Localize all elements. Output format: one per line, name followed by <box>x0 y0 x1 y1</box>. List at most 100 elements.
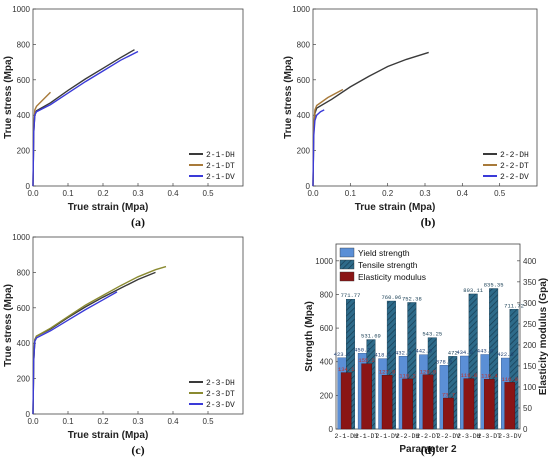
legend-entry: 2-2-DV <box>500 173 529 182</box>
y-tick-label: 400 <box>17 339 31 348</box>
data-label-modulus: 119.8 <box>461 372 478 379</box>
y-tick-label: 1000 <box>12 233 30 242</box>
x-tick-label: 0.4 <box>167 417 179 426</box>
legend-entry: 2-3-DV <box>206 401 235 410</box>
legend-entry: 2-3-DT <box>206 390 235 399</box>
y-tick-label: 800 <box>17 40 31 49</box>
x-tick-label: 0.0 <box>27 189 39 198</box>
series-line-2-2-DT <box>312 88 344 187</box>
y-axis-title: True stress (Mpa) <box>283 56 294 139</box>
y-tick-label: 200 <box>297 147 311 156</box>
bar-modulus-2-3-DV <box>504 382 516 430</box>
y-tick-label: 200 <box>17 147 31 156</box>
x-tick-label: 0.5 <box>494 189 506 198</box>
panel-label: (c) <box>131 443 144 457</box>
data-label-tensile: 835.35 <box>484 282 504 289</box>
y2-tick-label: 0 <box>523 425 528 434</box>
data-label-yield: 423.5 <box>334 351 351 358</box>
data-label-modulus: 155.2 <box>358 357 375 364</box>
bar-modulus-2-3-DT <box>484 379 495 430</box>
y-tick-label: 1000 <box>292 5 310 14</box>
data-label-tensile: 803.11 <box>463 287 484 294</box>
legend-entry: 2-2-DH <box>500 151 529 160</box>
legend: Yield strength Tensile strength Elasticity… <box>339 247 426 282</box>
x-tick-label: 0.0 <box>27 417 39 426</box>
series-line-2-2-DV <box>312 109 325 187</box>
panel-a: 0 200 400 600 800 1000 0.0 0.1 0.2 0.3 0.4 0.5 True … <box>3 5 244 229</box>
data-label-modulus: 129.0 <box>420 368 437 375</box>
x-tick-label: 0.2 <box>97 189 109 198</box>
bar-modulus-2-1-DV <box>381 375 393 430</box>
legend-entry: 2-2-DT <box>500 162 529 171</box>
panel-label: (d) <box>421 443 436 457</box>
legend-entry: Tensile strength <box>358 260 418 270</box>
data-label-tensile: 472 <box>448 349 458 356</box>
y-tick-label: 400 <box>17 111 31 120</box>
x-tick-label: 2-2-DH <box>396 433 420 440</box>
data-label-yield: 378.6 <box>436 358 453 365</box>
y2-tick-label: 150 <box>523 362 537 371</box>
y-tick-label: 800 <box>17 268 31 277</box>
data-label-yield: 434.0 <box>456 349 473 356</box>
x-tick-label: 2-1-DH <box>335 433 359 440</box>
x-tick-label: 2-1-DT <box>355 433 379 440</box>
data-label-tensile: 760.96 <box>381 294 401 301</box>
y-axis-title: True stress (Mpa) <box>3 284 14 367</box>
data-label-modulus: 119.2 <box>399 372 416 379</box>
x-axis-title: True strain (Mpa) <box>68 430 149 441</box>
y2-tick-label: 300 <box>523 299 537 308</box>
legend: 2-3-DH 2-3-DT 2-3-DV <box>189 379 235 410</box>
panel-label: (b) <box>421 215 436 229</box>
x-tick-label: 2-3-DH <box>457 433 481 440</box>
x-tick-label: 0.3 <box>132 189 144 198</box>
series-line-2-3-DT <box>32 265 167 415</box>
y-tick-label: 0 <box>26 182 31 191</box>
x-tick-label: 0.5 <box>202 189 214 198</box>
x-tick-label: 0.4 <box>167 189 179 198</box>
x-axis-title: Parameter 2 <box>399 444 457 455</box>
data-label-tensile: 752.38 <box>402 295 422 302</box>
x-axis-title: True strain (Mpa) <box>68 202 149 213</box>
data-label-yield: 418.4 <box>375 352 392 359</box>
x-tick-label: 0.5 <box>202 417 214 426</box>
data-label-yield: 443.0 <box>477 347 494 354</box>
data-label-modulus: 134.1 <box>338 366 355 373</box>
bar-modulus-2-1-DH <box>340 372 352 430</box>
y-tick-label: 0 <box>329 425 334 434</box>
y-tick-label: 600 <box>17 304 31 313</box>
x-tick-label: 0.3 <box>132 417 144 426</box>
x-tick-label: 0.4 <box>457 189 469 198</box>
data-label-tensile: 543.25 <box>422 331 442 338</box>
legend-entry: 2-1-DV <box>206 173 235 182</box>
y2-tick-label: 250 <box>523 320 537 329</box>
y2-axis-title: Elasticity modulus (Gpa) <box>538 278 549 395</box>
series-line-2-2-DH <box>312 51 429 187</box>
series-line-2-1-DV <box>32 50 139 187</box>
x-tick-label: 2-2-DT <box>416 433 440 440</box>
y2-tick-label: 350 <box>523 278 537 287</box>
legend-entry: Yield strength <box>358 248 410 258</box>
x-tick-label: 0.1 <box>62 189 74 198</box>
data-label-modulus: 73.7 <box>442 392 455 399</box>
y-tick-label: 200 <box>17 375 31 384</box>
y-axis-title: Strength (Mpa) <box>304 301 315 372</box>
panel-d: 0 200 400 600 800 1000 0 50 100 150 200 250 300 350 40… <box>304 243 549 457</box>
series-line-2-1-DH <box>32 49 135 187</box>
y-tick-label: 0 <box>26 410 31 419</box>
y-tick-label: 800 <box>320 290 334 299</box>
y-tick-label: 600 <box>320 324 334 333</box>
data-label-yield: 442.0 <box>415 348 432 355</box>
legend-entry: 2-1-DT <box>206 162 235 171</box>
x-tick-label: 0.2 <box>382 189 394 198</box>
legend-entry: Elasticity modulus <box>358 272 426 282</box>
x-tick-label: 0.3 <box>419 189 431 198</box>
x-tick-label: 0.1 <box>345 189 357 198</box>
y2-tick-label: 50 <box>523 404 532 413</box>
x-axis-title: True strain (Mpa) <box>355 202 436 213</box>
bar-modulus-2-2-DV <box>443 397 454 430</box>
y-tick-label: 200 <box>320 391 334 400</box>
panel-c: 0 200 400 600 800 1000 0.0 0.1 0.2 0.3 0.4 0.5 True … <box>3 233 244 457</box>
panel-b: 0 200 400 600 800 1000 0.0 0.1 0.2 0.3 0.4 0.5 True … <box>283 5 538 229</box>
bar-modulus-2-2-DT <box>422 374 434 430</box>
